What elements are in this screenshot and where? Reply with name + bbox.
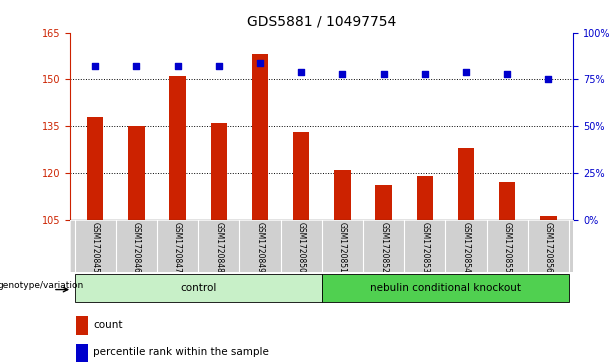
Point bbox=[379, 71, 389, 77]
Point bbox=[544, 77, 554, 82]
Text: GSM1720846: GSM1720846 bbox=[132, 222, 141, 273]
Bar bbox=[322, 274, 569, 302]
Bar bbox=[334, 170, 351, 220]
Text: GSM1720847: GSM1720847 bbox=[173, 222, 182, 273]
Text: genotype/variation: genotype/variation bbox=[0, 281, 83, 290]
Bar bbox=[75, 316, 88, 335]
Point bbox=[502, 71, 512, 77]
Text: GSM1720853: GSM1720853 bbox=[421, 222, 429, 273]
Point bbox=[296, 69, 306, 75]
Bar bbox=[458, 148, 474, 220]
Text: control: control bbox=[180, 283, 216, 293]
Text: GSM1720851: GSM1720851 bbox=[338, 222, 347, 273]
Bar bbox=[499, 182, 516, 220]
Point bbox=[338, 71, 348, 77]
Title: GDS5881 / 10497754: GDS5881 / 10497754 bbox=[247, 15, 397, 29]
Text: percentile rank within the sample: percentile rank within the sample bbox=[93, 347, 269, 358]
Point bbox=[90, 64, 100, 69]
Point bbox=[132, 64, 142, 69]
Text: GSM1720852: GSM1720852 bbox=[379, 222, 388, 273]
Text: GSM1720848: GSM1720848 bbox=[215, 222, 223, 273]
Point bbox=[255, 60, 265, 65]
Text: GSM1720856: GSM1720856 bbox=[544, 222, 553, 273]
Text: nebulin conditional knockout: nebulin conditional knockout bbox=[370, 283, 521, 293]
Text: GSM1720855: GSM1720855 bbox=[503, 222, 512, 273]
Text: GSM1720849: GSM1720849 bbox=[256, 222, 265, 273]
Bar bbox=[87, 117, 104, 220]
Point bbox=[214, 64, 224, 69]
Bar bbox=[211, 123, 227, 220]
Text: count: count bbox=[93, 320, 123, 330]
Bar bbox=[375, 185, 392, 220]
Bar bbox=[540, 216, 557, 220]
Bar bbox=[169, 76, 186, 220]
Text: GSM1720850: GSM1720850 bbox=[297, 222, 306, 273]
Point bbox=[420, 71, 430, 77]
Text: GSM1720845: GSM1720845 bbox=[91, 222, 100, 273]
Bar bbox=[128, 126, 145, 220]
Bar bbox=[417, 176, 433, 220]
Bar bbox=[75, 344, 88, 362]
Point bbox=[173, 64, 183, 69]
Bar bbox=[75, 274, 322, 302]
Bar bbox=[293, 132, 310, 220]
Text: GSM1720854: GSM1720854 bbox=[462, 222, 471, 273]
Bar bbox=[252, 54, 268, 220]
Point bbox=[461, 69, 471, 75]
